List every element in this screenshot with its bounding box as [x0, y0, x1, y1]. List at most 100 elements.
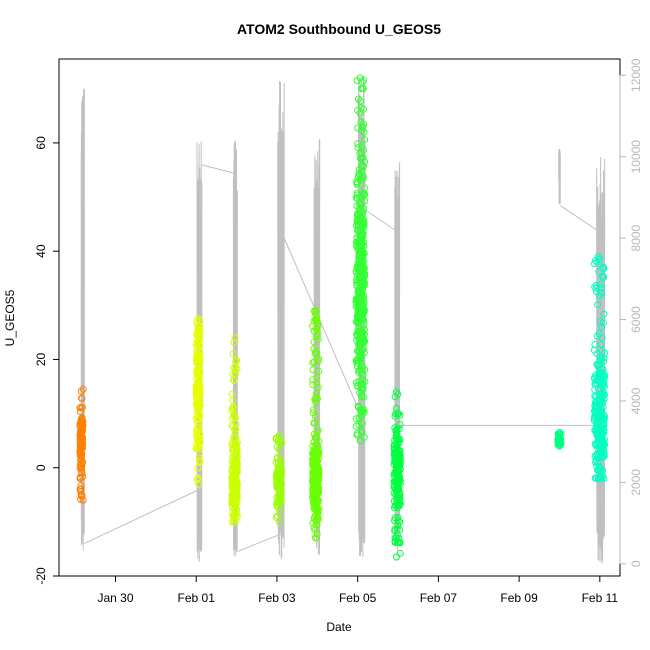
data-point — [76, 404, 84, 412]
data-point — [359, 248, 367, 256]
data-point — [354, 124, 362, 132]
x-tick-label: Feb 05 — [339, 591, 377, 605]
data-point — [192, 341, 200, 349]
data-point — [598, 448, 606, 456]
data-point — [356, 236, 364, 244]
data-point — [391, 514, 399, 522]
data-point — [395, 447, 403, 455]
data-point — [354, 220, 362, 228]
data-point — [359, 172, 367, 180]
data-point — [353, 430, 361, 438]
data-point — [358, 420, 366, 428]
data-point — [196, 431, 204, 439]
data-point — [360, 433, 368, 441]
data-point — [394, 538, 402, 546]
data-point — [231, 458, 239, 466]
data-point — [313, 460, 321, 468]
data-point — [76, 485, 84, 493]
data-point — [355, 421, 363, 429]
data-point — [354, 238, 362, 246]
data-point — [311, 514, 319, 522]
data-point — [272, 459, 280, 467]
data-point — [594, 301, 602, 309]
data-point — [592, 456, 600, 464]
y-axis-right: 0 2000 4000 6000 8000 10000 12000 — [619, 58, 643, 567]
data-point — [311, 419, 319, 427]
data-point — [228, 421, 236, 429]
data-point — [309, 456, 317, 464]
data-point — [309, 376, 317, 384]
data-point — [594, 362, 602, 370]
data-point — [396, 500, 404, 508]
data-point — [313, 530, 321, 538]
data-point — [595, 268, 603, 276]
data-point — [230, 486, 238, 494]
data-point — [76, 473, 84, 481]
data-point — [595, 330, 603, 338]
data-point — [78, 394, 86, 402]
data-point — [196, 457, 204, 464]
data-point — [311, 469, 319, 477]
data-point — [195, 340, 203, 348]
data-point — [355, 239, 363, 247]
y-axis-label: U_GEOS5 — [3, 289, 17, 346]
data-point — [355, 208, 363, 216]
data-point — [596, 373, 604, 381]
data-point — [77, 488, 85, 496]
data-point — [355, 248, 363, 256]
y-tick-label: 60 — [34, 136, 48, 150]
data-point — [311, 433, 319, 441]
data-point — [600, 439, 608, 447]
data-point — [359, 371, 367, 379]
data-point — [357, 201, 365, 209]
y-axis: -20 0 20 40 60 — [34, 136, 60, 585]
data-point — [354, 403, 362, 411]
data-point — [597, 394, 605, 402]
x-axis: Jan 30 Feb 01 Feb 03 Feb 05 Feb 07 Feb 09 Feb … — [97, 575, 618, 605]
data-point — [354, 95, 362, 103]
data-point — [391, 448, 398, 456]
data-point — [230, 477, 237, 485]
data-point — [359, 208, 367, 216]
data-point — [315, 487, 323, 495]
data-point — [232, 357, 240, 365]
data-point — [311, 526, 319, 534]
data-point — [231, 518, 239, 526]
data-point — [597, 452, 605, 460]
data-point — [390, 489, 398, 497]
data-point — [310, 438, 318, 446]
y-tick-label: -20 — [34, 567, 48, 585]
data-point — [392, 534, 400, 542]
data-point — [353, 202, 361, 210]
data-point — [591, 341, 599, 348]
data-point — [597, 280, 605, 288]
data-point — [595, 362, 603, 370]
data-point — [352, 194, 360, 202]
data-point — [277, 491, 285, 499]
data-point — [230, 338, 238, 346]
data-point — [314, 442, 322, 450]
data-point — [77, 453, 85, 461]
data-point — [357, 118, 365, 126]
y2-tick-label: 6000 — [629, 306, 643, 333]
altitude-trace — [558, 148, 561, 205]
data-point — [275, 445, 283, 453]
x-tick-label: Jan 30 — [97, 591, 133, 605]
data-point — [394, 410, 402, 418]
data-point — [391, 525, 399, 533]
data-point — [556, 429, 563, 436]
data-point — [312, 307, 320, 315]
data-point — [600, 354, 608, 362]
data-point — [599, 319, 607, 327]
data-point — [360, 76, 368, 84]
data-point — [592, 441, 600, 449]
data-point — [596, 318, 604, 325]
data-point — [231, 367, 239, 375]
data-point — [231, 414, 239, 422]
data-point — [391, 537, 399, 545]
data-point — [196, 322, 204, 330]
data-point — [600, 263, 608, 271]
data-point — [591, 283, 599, 291]
data-point — [356, 437, 364, 445]
data-point — [600, 378, 608, 386]
